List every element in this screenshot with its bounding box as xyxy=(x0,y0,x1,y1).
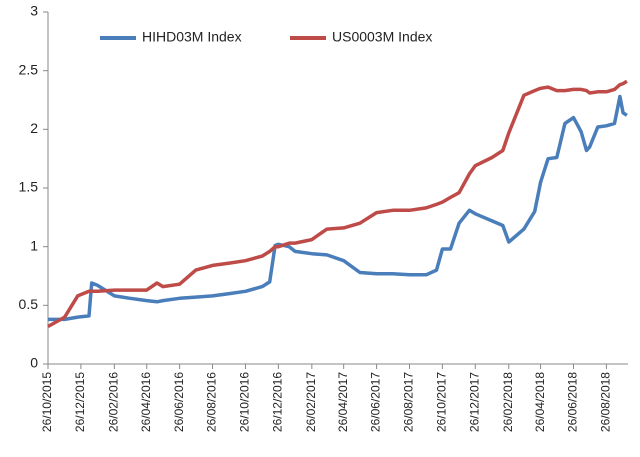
legend-label: HIHD03M Index xyxy=(142,29,242,45)
series-line xyxy=(47,79,628,329)
series-line xyxy=(48,94,628,322)
y-tick-label: 3 xyxy=(30,3,38,19)
x-tick-label: 26/06/2016 xyxy=(172,372,186,432)
x-tick-label: 26/12/2015 xyxy=(73,372,87,432)
x-tick-label: 26/02/2018 xyxy=(501,372,515,432)
x-tick-label: 26/02/2016 xyxy=(107,372,121,432)
y-tick-label: 0.5 xyxy=(19,296,39,312)
y-tick-label: 2 xyxy=(30,120,38,136)
legend-label: US0003M Index xyxy=(332,29,432,45)
x-tick-label: 26/02/2017 xyxy=(304,372,318,432)
x-tick-label: 26/10/2017 xyxy=(435,372,449,432)
x-tick-label: 26/04/2016 xyxy=(139,372,153,432)
x-tick-label: 26/06/2017 xyxy=(369,372,383,432)
x-tick-label: 26/12/2016 xyxy=(271,372,285,432)
y-tick-label: 0 xyxy=(30,355,38,371)
x-tick-label: 26/08/2017 xyxy=(402,372,416,432)
x-tick-label: 26/08/2018 xyxy=(599,372,613,432)
x-tick-label: 26/08/2016 xyxy=(205,372,219,432)
x-tick-label: 26/04/2018 xyxy=(533,372,547,432)
x-tick-label: 26/10/2016 xyxy=(238,372,252,432)
y-tick-label: 2.5 xyxy=(19,61,39,77)
x-tick-label: 26/12/2017 xyxy=(467,372,481,432)
y-tick-label: 1 xyxy=(30,237,38,253)
x-tick-label: 26/04/2017 xyxy=(336,372,350,432)
x-tick-label: 26/10/2015 xyxy=(40,372,54,432)
y-tick-label: 1.5 xyxy=(19,179,39,195)
x-tick-label: 26/06/2018 xyxy=(566,372,580,432)
